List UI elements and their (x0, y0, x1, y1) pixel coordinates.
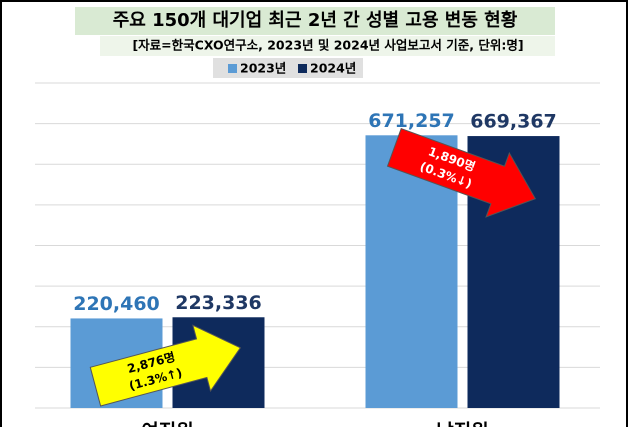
value-label: 223,336 (175, 292, 262, 314)
legend-label: 2024년 (310, 61, 356, 76)
subtitle-box (100, 36, 555, 56)
value-label: 220,460 (73, 293, 160, 315)
arrow-shape (386, 127, 537, 218)
chart-subtitle: [자료=한국CXO연구소, 2023년 및 2024년 사업보고서 기준, 단위… (132, 38, 523, 53)
legend-box (213, 58, 363, 78)
arrow-shape (89, 324, 242, 407)
x-tick-label: 여직원 (141, 421, 193, 427)
legend-swatch (228, 64, 237, 73)
title-box (75, 7, 555, 35)
legend-swatch (298, 64, 307, 73)
value-label: 669,367 (470, 111, 557, 133)
legend-label: 2023년 (240, 61, 286, 76)
x-tick-label: 남직원 (436, 421, 488, 427)
chart-title: 주요 150개 대기업 최근 2년 간 성별 고용 변동 현황 (113, 10, 518, 31)
value-label: 671,257 (368, 110, 455, 132)
